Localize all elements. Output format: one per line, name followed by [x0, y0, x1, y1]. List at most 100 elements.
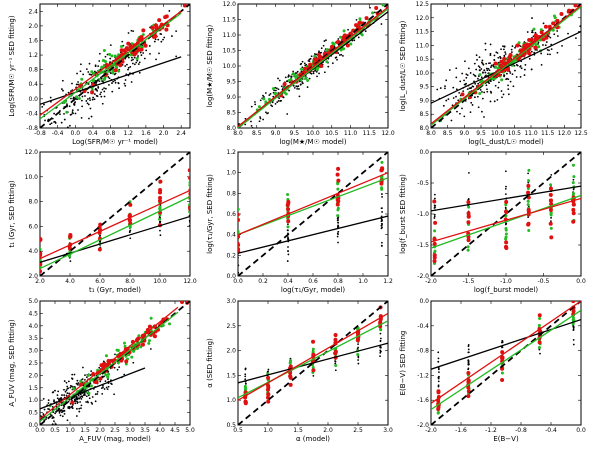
data-point-black [87, 401, 89, 404]
fit-line-black [238, 342, 388, 384]
data-point-red [266, 385, 271, 390]
data-point-green [124, 354, 128, 358]
data-point-green [549, 213, 553, 217]
data-point-green [313, 54, 317, 58]
x-axis-label: log(τ₁/Gyr, model) [281, 286, 345, 294]
y-tick-label: 0.8 [226, 190, 236, 197]
data-point-green [537, 346, 541, 350]
data-point-green [243, 384, 247, 388]
data-point-green [325, 60, 329, 64]
data-point-black [489, 90, 492, 93]
data-point-black [511, 73, 514, 76]
data-point-black [369, 6, 371, 9]
data-point-black [129, 65, 132, 68]
data-point-red [124, 359, 129, 364]
data-point-black [49, 123, 52, 126]
data-point-black [59, 409, 62, 412]
plot-area [238, 301, 388, 425]
y-tick-label: 12.0 [416, 15, 430, 22]
data-point-green [572, 191, 576, 195]
y-tick-label: 11.5 [223, 17, 237, 24]
data-point-black [105, 69, 108, 72]
y-tick-label: 3.0 [226, 298, 236, 305]
data-point-black [149, 348, 152, 350]
x-axis-label: log(M★/M☉ model) [279, 138, 346, 146]
x-tick-label: 10.5 [508, 130, 522, 137]
data-point-red [311, 339, 316, 344]
data-point-black [471, 104, 474, 106]
data-point-black [331, 62, 334, 65]
fit-line-red [431, 197, 581, 243]
plot-area [238, 152, 388, 276]
data-point-black [292, 84, 295, 87]
x-tick-label: 9.0 [460, 130, 470, 137]
data-point-black [318, 50, 320, 53]
data-point-black [93, 70, 96, 73]
data-point-green [500, 371, 504, 375]
data-point-black [567, 32, 569, 35]
plot-area [40, 4, 190, 128]
data-point-black [62, 89, 64, 92]
data-point-red [571, 219, 576, 224]
data-point-black [47, 402, 50, 404]
data-point-black [296, 88, 299, 90]
data-point-green [107, 372, 111, 376]
data-point-black [132, 58, 134, 61]
data-point-black [103, 90, 106, 93]
data-point-black [447, 98, 450, 101]
data-point-black [287, 246, 289, 248]
data-point-black [43, 419, 46, 422]
data-point-black [315, 70, 318, 73]
data-point-black [579, 25, 581, 28]
data-point-green [147, 341, 151, 345]
data-point-red [374, 6, 379, 11]
data-point-black [445, 99, 448, 102]
y-tick-label: 0.0 [226, 273, 236, 280]
data-point-black [340, 53, 343, 56]
data-point-red [158, 179, 163, 184]
data-point-black [70, 406, 72, 409]
data-point-green [286, 193, 290, 197]
fit-line-green [431, 6, 581, 126]
data-point-red [286, 207, 291, 212]
plot-area [431, 295, 581, 425]
data-point-black [458, 127, 461, 128]
data-point-red [537, 313, 542, 318]
data-point-red [335, 202, 340, 207]
data-point-red [571, 295, 575, 299]
data-point-black [497, 86, 500, 89]
data-point-black [45, 418, 47, 420]
data-point-black [524, 64, 527, 66]
data-point-black [442, 104, 445, 107]
data-point-black [364, 30, 367, 33]
data-point-red [319, 63, 324, 68]
data-point-black [299, 63, 302, 66]
data-point-black [379, 339, 382, 342]
data-point-black [455, 88, 458, 91]
data-point-green [158, 217, 162, 221]
y-tick-label: 0.5 [28, 410, 38, 417]
data-point-black [507, 84, 509, 87]
data-point-black [498, 81, 500, 84]
data-point-black [312, 374, 315, 377]
data-point-green [116, 361, 120, 365]
data-point-red [335, 172, 340, 177]
data-point-black [132, 361, 135, 364]
data-point-red [68, 234, 73, 239]
data-point-black [95, 94, 98, 97]
data-point-red [238, 241, 240, 246]
data-point-red [266, 392, 271, 397]
data-point-black [81, 105, 84, 108]
y-tick-label: 8.0 [419, 125, 429, 132]
data-point-black [87, 91, 89, 94]
data-point-black [127, 56, 130, 59]
data-point-black [489, 43, 492, 46]
data-point-black [162, 38, 164, 41]
data-point-black [310, 55, 313, 58]
x-tick-label: 1.2 [123, 130, 133, 137]
data-point-black [519, 65, 522, 67]
data-point-black [90, 115, 93, 118]
data-point-black [530, 50, 533, 53]
x-tick-label: 10.0 [491, 130, 505, 137]
data-point-black [101, 80, 103, 82]
